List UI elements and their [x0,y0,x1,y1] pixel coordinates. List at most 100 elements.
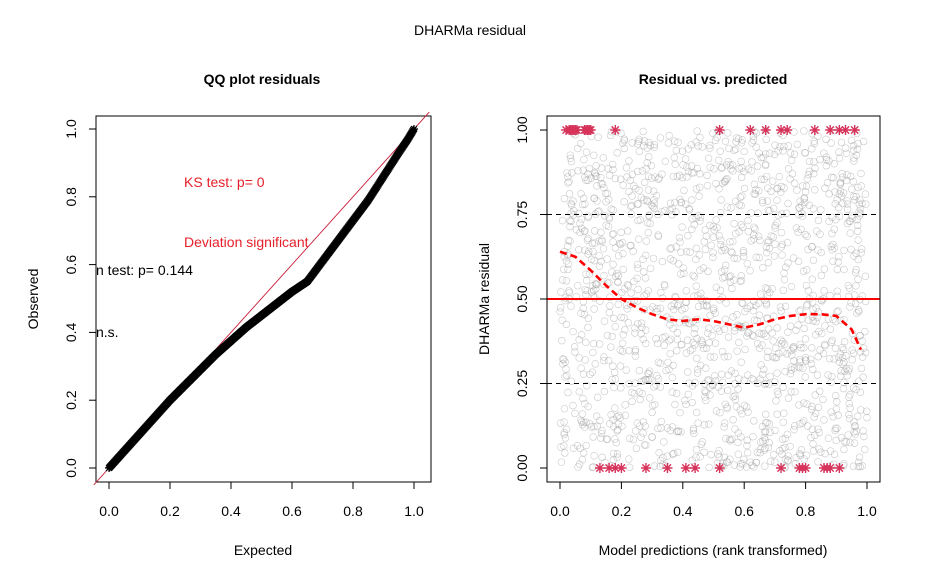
resid-point [642,165,650,173]
resid-point [836,350,845,358]
resid-point [638,323,646,332]
resid-point [843,205,852,213]
resid-point [855,377,863,385]
resid-point [566,217,574,225]
resid-point [717,164,726,172]
resid-point [850,196,859,204]
resid-point [642,441,650,449]
resid-point [773,324,781,332]
resid-outlier [840,125,851,135]
resid-point [779,418,787,426]
resid-point [852,385,860,394]
resid-point [652,335,660,343]
resid-point [828,373,836,381]
resid-point [760,365,768,374]
resid-point [644,229,652,237]
resid-point [688,196,696,204]
resid-point [814,425,822,433]
resid-point [718,294,727,302]
resid-point [724,352,732,361]
resid-point [761,296,769,305]
resid-point [692,453,700,462]
resid-point [725,144,733,153]
resid-point [680,269,688,277]
resid-point [718,163,726,172]
qq-annotation-deviation: Deviation significant [184,234,309,250]
x-tick-label: 0.6 [282,503,302,519]
resid-point [675,171,684,180]
resid-point [753,448,762,457]
y-tick-label: 0.6 [63,255,79,275]
resid-point [703,181,712,190]
resid-point [707,241,715,250]
resid-point [609,165,617,174]
resid-point [616,362,625,370]
resid-point [850,154,858,162]
resid-point [709,222,718,231]
qq-annotation-ks: KS test: p= 0 [184,174,265,190]
resid-point [658,170,666,178]
resid-point [803,300,812,309]
resid-point [766,149,774,158]
resid-point [798,182,807,190]
resid-point [700,421,709,429]
resid-point [677,340,685,349]
resid-point [611,174,619,183]
resid-point [685,319,693,327]
resid-point [561,296,569,305]
resid-point [576,219,584,227]
resid-point [634,216,642,225]
resid-point [839,462,848,470]
resid-point [808,242,817,251]
resid-point [843,200,852,208]
resid-point [597,429,606,438]
resid-outlier [616,463,627,473]
resid-point [594,208,602,216]
resid-point [567,199,575,208]
resid-point [739,246,748,255]
resid-point [847,245,855,254]
resid-point [739,460,747,468]
resid-point [579,394,587,403]
resid-point [701,393,709,401]
resid-point [853,221,862,230]
resid-point [654,358,662,366]
resid-point [649,203,657,211]
resid-point [784,394,793,402]
resid-point [756,375,764,383]
resid-point [614,252,623,260]
resid-point [750,190,758,198]
resid-point [692,255,700,264]
resid-point [654,424,662,433]
resid-point [794,362,803,371]
resid-point [787,282,796,291]
resid-point [746,266,754,275]
resid-point [861,272,870,281]
resid-point [697,289,705,298]
resid-point [704,267,712,276]
resid-point [762,332,770,340]
resid-point [639,335,647,343]
resid-point [670,153,678,162]
resid-point [693,127,701,135]
resid-point [743,259,752,268]
resid-point [706,163,714,172]
resid-point [771,458,779,466]
resid-point [781,434,789,443]
resid-point [738,410,746,418]
resid-point [739,299,747,308]
resid-point [586,370,594,379]
resid-point [690,329,698,338]
resid-point [610,383,618,392]
resid-point [723,386,732,395]
resid-point [829,240,837,249]
resid-point [780,275,789,284]
resid-point [635,137,643,146]
resid-point [833,287,842,295]
resid-point [857,406,865,414]
resid-point [790,128,798,136]
resid-point [657,424,665,432]
resid-point [757,361,765,369]
resid-point [709,380,717,388]
resid-point [677,248,685,256]
